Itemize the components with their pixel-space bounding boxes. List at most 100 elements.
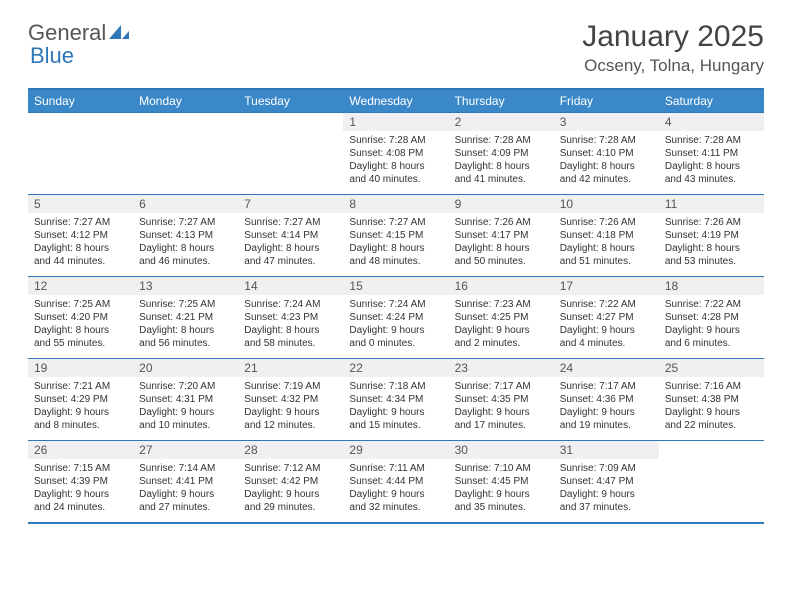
daylight-text: Daylight: 9 hours and 0 minutes. xyxy=(349,324,442,350)
calendar-cell: 3Sunrise: 7:28 AMSunset: 4:10 PMDaylight… xyxy=(554,113,659,195)
sunrise-text: Sunrise: 7:10 AM xyxy=(455,462,548,475)
day-body: Sunrise: 7:25 AMSunset: 4:20 PMDaylight:… xyxy=(28,295,133,354)
sunrise-text: Sunrise: 7:28 AM xyxy=(665,134,758,147)
calendar-row: 5Sunrise: 7:27 AMSunset: 4:12 PMDaylight… xyxy=(28,195,764,277)
day-body: Sunrise: 7:17 AMSunset: 4:35 PMDaylight:… xyxy=(449,377,554,436)
daylight-text: Daylight: 8 hours and 44 minutes. xyxy=(34,242,127,268)
day-number: 12 xyxy=(28,277,133,295)
sunset-text: Sunset: 4:28 PM xyxy=(665,311,758,324)
daylight-text: Daylight: 8 hours and 56 minutes. xyxy=(139,324,232,350)
logo-sail-icon xyxy=(108,24,130,42)
sunrise-text: Sunrise: 7:11 AM xyxy=(349,462,442,475)
sunrise-text: Sunrise: 7:24 AM xyxy=(244,298,337,311)
calendar-cell: 28Sunrise: 7:12 AMSunset: 4:42 PMDayligh… xyxy=(238,441,343,523)
calendar-cell: . xyxy=(659,441,764,523)
daylight-text: Daylight: 8 hours and 40 minutes. xyxy=(349,160,442,186)
calendar-row: ...1Sunrise: 7:28 AMSunset: 4:08 PMDayli… xyxy=(28,113,764,195)
day-body: Sunrise: 7:20 AMSunset: 4:31 PMDaylight:… xyxy=(133,377,238,436)
daylight-text: Daylight: 9 hours and 10 minutes. xyxy=(139,406,232,432)
sunrise-text: Sunrise: 7:15 AM xyxy=(34,462,127,475)
day-number: 10 xyxy=(554,195,659,213)
sunset-text: Sunset: 4:23 PM xyxy=(244,311,337,324)
sunset-text: Sunset: 4:34 PM xyxy=(349,393,442,406)
daylight-text: Daylight: 9 hours and 8 minutes. xyxy=(34,406,127,432)
day-number: 28 xyxy=(238,441,343,459)
day-body: Sunrise: 7:28 AMSunset: 4:11 PMDaylight:… xyxy=(659,131,764,190)
day-number: 17 xyxy=(554,277,659,295)
day-body: Sunrise: 7:10 AMSunset: 4:45 PMDaylight:… xyxy=(449,459,554,518)
day-number: 2 xyxy=(449,113,554,131)
day-number: 14 xyxy=(238,277,343,295)
day-number: 19 xyxy=(28,359,133,377)
calendar-cell: 23Sunrise: 7:17 AMSunset: 4:35 PMDayligh… xyxy=(449,359,554,441)
weekday-header: Friday xyxy=(554,89,659,113)
daylight-text: Daylight: 9 hours and 17 minutes. xyxy=(455,406,548,432)
day-number: 3 xyxy=(554,113,659,131)
daylight-text: Daylight: 8 hours and 55 minutes. xyxy=(34,324,127,350)
daylight-text: Daylight: 9 hours and 6 minutes. xyxy=(665,324,758,350)
logo-word2: Blue xyxy=(30,43,74,68)
sunset-text: Sunset: 4:27 PM xyxy=(560,311,653,324)
sunset-text: Sunset: 4:09 PM xyxy=(455,147,548,160)
day-number: 30 xyxy=(449,441,554,459)
day-number: 1 xyxy=(343,113,448,131)
day-body: Sunrise: 7:27 AMSunset: 4:15 PMDaylight:… xyxy=(343,213,448,272)
day-body: Sunrise: 7:26 AMSunset: 4:19 PMDaylight:… xyxy=(659,213,764,272)
daylight-text: Daylight: 8 hours and 42 minutes. xyxy=(560,160,653,186)
sunrise-text: Sunrise: 7:12 AM xyxy=(244,462,337,475)
sunrise-text: Sunrise: 7:23 AM xyxy=(455,298,548,311)
sunrise-text: Sunrise: 7:22 AM xyxy=(560,298,653,311)
title-block: January 2025 Ocseny, Tolna, Hungary xyxy=(582,20,764,76)
sunrise-text: Sunrise: 7:21 AM xyxy=(34,380,127,393)
calendar-cell: 9Sunrise: 7:26 AMSunset: 4:17 PMDaylight… xyxy=(449,195,554,277)
day-body: Sunrise: 7:24 AMSunset: 4:23 PMDaylight:… xyxy=(238,295,343,354)
sunset-text: Sunset: 4:32 PM xyxy=(244,393,337,406)
weekday-header: Wednesday xyxy=(343,89,448,113)
calendar-cell: 31Sunrise: 7:09 AMSunset: 4:47 PMDayligh… xyxy=(554,441,659,523)
sunset-text: Sunset: 4:29 PM xyxy=(34,393,127,406)
daylight-text: Daylight: 9 hours and 29 minutes. xyxy=(244,488,337,514)
calendar-cell: . xyxy=(28,113,133,195)
day-body: Sunrise: 7:22 AMSunset: 4:28 PMDaylight:… xyxy=(659,295,764,354)
sunset-text: Sunset: 4:10 PM xyxy=(560,147,653,160)
day-body: Sunrise: 7:09 AMSunset: 4:47 PMDaylight:… xyxy=(554,459,659,518)
weekday-header: Thursday xyxy=(449,89,554,113)
sunset-text: Sunset: 4:12 PM xyxy=(34,229,127,242)
month-title: January 2025 xyxy=(582,20,764,54)
calendar-cell: 11Sunrise: 7:26 AMSunset: 4:19 PMDayligh… xyxy=(659,195,764,277)
sunrise-text: Sunrise: 7:09 AM xyxy=(560,462,653,475)
day-body: Sunrise: 7:28 AMSunset: 4:09 PMDaylight:… xyxy=(449,131,554,190)
header: General January 2025 Ocseny, Tolna, Hung… xyxy=(28,20,764,76)
sunset-text: Sunset: 4:20 PM xyxy=(34,311,127,324)
daylight-text: Daylight: 9 hours and 4 minutes. xyxy=(560,324,653,350)
daylight-text: Daylight: 9 hours and 35 minutes. xyxy=(455,488,548,514)
sunset-text: Sunset: 4:36 PM xyxy=(560,393,653,406)
weekday-header: Sunday xyxy=(28,89,133,113)
calendar-cell: 1Sunrise: 7:28 AMSunset: 4:08 PMDaylight… xyxy=(343,113,448,195)
logo-word2-wrap: Blue xyxy=(30,43,74,69)
sunrise-text: Sunrise: 7:25 AM xyxy=(139,298,232,311)
sunrise-text: Sunrise: 7:26 AM xyxy=(455,216,548,229)
sunset-text: Sunset: 4:35 PM xyxy=(455,393,548,406)
sunset-text: Sunset: 4:11 PM xyxy=(665,147,758,160)
calendar-cell: 2Sunrise: 7:28 AMSunset: 4:09 PMDaylight… xyxy=(449,113,554,195)
calendar-row: 26Sunrise: 7:15 AMSunset: 4:39 PMDayligh… xyxy=(28,441,764,523)
calendar-cell: 19 Sunrise: 7:21 AMSunset: 4:29 PMDayligh… xyxy=(28,359,133,441)
sunset-text: Sunset: 4:38 PM xyxy=(665,393,758,406)
day-number: 27 xyxy=(133,441,238,459)
sunset-text: Sunset: 4:24 PM xyxy=(349,311,442,324)
day-body: Sunrise: 7:14 AMSunset: 4:41 PMDaylight:… xyxy=(133,459,238,518)
daylight-text: Daylight: 9 hours and 19 minutes. xyxy=(560,406,653,432)
calendar-cell: 24Sunrise: 7:17 AMSunset: 4:36 PMDayligh… xyxy=(554,359,659,441)
sunrise-text: Sunrise: 7:20 AM xyxy=(139,380,232,393)
calendar-cell: 12Sunrise: 7:25 AMSunset: 4:20 PMDayligh… xyxy=(28,277,133,359)
day-body: Sunrise: 7:19 AMSunset: 4:32 PMDaylight:… xyxy=(238,377,343,436)
calendar-cell: 5Sunrise: 7:27 AMSunset: 4:12 PMDaylight… xyxy=(28,195,133,277)
daylight-text: Daylight: 8 hours and 48 minutes. xyxy=(349,242,442,268)
sunrise-text: Sunrise: 7:27 AM xyxy=(34,216,127,229)
calendar-cell: 27Sunrise: 7:14 AMSunset: 4:41 PMDayligh… xyxy=(133,441,238,523)
daylight-text: Daylight: 9 hours and 27 minutes. xyxy=(139,488,232,514)
daylight-text: Daylight: 9 hours and 32 minutes. xyxy=(349,488,442,514)
day-number: 23 xyxy=(449,359,554,377)
day-number: 20 xyxy=(133,359,238,377)
